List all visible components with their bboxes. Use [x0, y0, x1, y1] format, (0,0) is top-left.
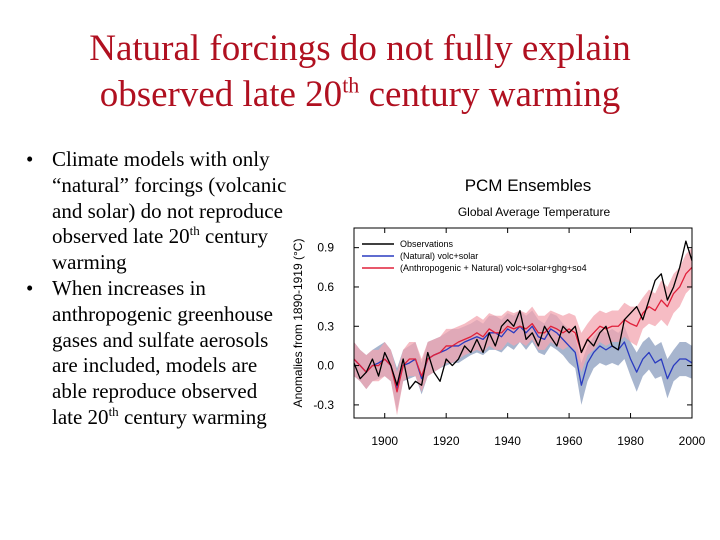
title-line-2-sup: th	[342, 72, 360, 98]
bullet-text-pre: When increases in anthropogenic greenhou…	[52, 275, 274, 429]
title-line-2-post: century warming	[359, 74, 621, 115]
plot-frame	[353, 227, 693, 419]
title-line-2-pre: observed late 20	[99, 74, 343, 115]
series-line-1	[353, 325, 693, 390]
chart-subtitle: Global Average Temperature	[458, 205, 611, 219]
y-tick-label: 0.0	[317, 359, 334, 373]
bullet-dot: •	[26, 147, 34, 171]
legend-label: (Natural) volc+solar	[400, 251, 478, 261]
title-line-2: observed late 20th century warming	[0, 72, 720, 118]
bullet-text-sup: th	[189, 223, 200, 239]
y-tick-label: 0.6	[317, 280, 334, 294]
chart-title: PCM Ensembles	[465, 176, 592, 195]
series-lines	[353, 240, 693, 393]
uncertainty-bands	[354, 247, 692, 416]
x-tick-label: 1960	[556, 434, 583, 448]
axis-ticks: 1900 1920 1940 1960 1980 2000 -0.3 0.0 0.3 0.6 0.9	[313, 228, 706, 448]
bullet-item: • Climate models with only “natural” forc…	[22, 147, 292, 276]
y-tick-label: -0.3	[313, 398, 334, 412]
y-tick-label: 0.9	[317, 241, 334, 255]
x-tick-label: 1980	[617, 434, 644, 448]
y-axis-label: Anomalies from 1890-1919 (°C)	[291, 239, 305, 408]
bullet-text-post: century warming	[52, 224, 268, 275]
legend-label: (Anthropogenic + Natural) volc+solar+ghg…	[400, 263, 587, 273]
x-tick-label: 1900	[371, 434, 398, 448]
x-tick-label: 2000	[679, 434, 706, 448]
x-tick-label: 1920	[433, 434, 460, 448]
bullet-text-sup: th	[108, 403, 119, 419]
bullet-item: • When increases in anthropogenic greenho…	[22, 276, 292, 431]
title-line-1: Natural forcings do not fully explain	[89, 28, 631, 69]
series-line-0	[353, 240, 693, 390]
x-tick-label: 1940	[494, 434, 521, 448]
bullet-text-pre: Climate models with only “natural” forci…	[52, 147, 287, 249]
y-tick-label: 0.3	[317, 319, 334, 333]
pcm-ensembles-chart: PCM Ensembles Global Average Temperature…	[291, 176, 706, 448]
bullet-dot: •	[26, 275, 34, 300]
bullet-list: • Climate models with only “natural” forc…	[22, 147, 292, 431]
bullet-text-post: century warming	[118, 404, 267, 429]
series-band-2	[354, 247, 692, 416]
legend-label: Observations	[400, 239, 454, 249]
slide-title: Natural forcings do not fully explain ob…	[0, 26, 720, 118]
legend: Observations (Natural) volc+solar (Anthrop…	[362, 239, 587, 273]
